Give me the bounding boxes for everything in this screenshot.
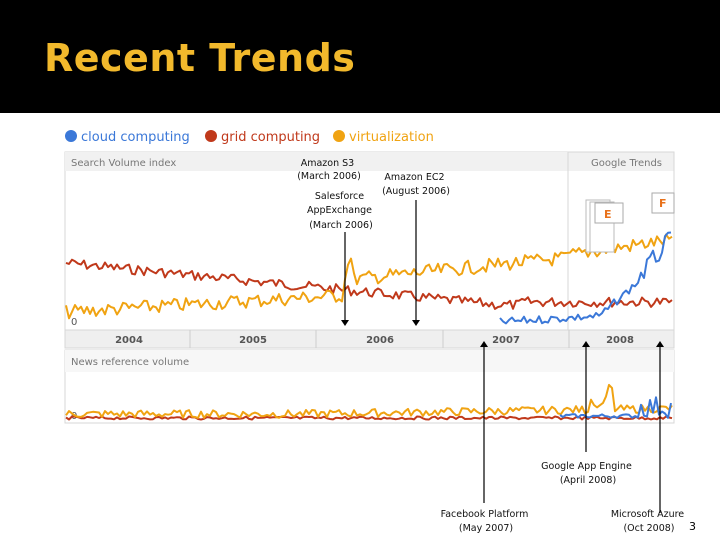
annotation-salesforce-line1: Salesforce: [315, 191, 364, 202]
x-tick-label-2006: 2006: [366, 335, 394, 346]
news-volume-label: News reference volume: [71, 357, 189, 368]
annotation-salesforce: Salesforce AppExchange (March 2006): [307, 191, 375, 231]
annotation-arrowheads: [341, 320, 664, 347]
grid-computing-news-line: [65, 415, 673, 421]
top-baseline-label: 0: [71, 317, 77, 328]
legend-label-virtualization: virtualization: [349, 130, 434, 145]
annotation-amazon-ec2-line2: (August 2006): [382, 186, 450, 197]
legend-marker-virtualization: [333, 130, 345, 142]
legend-marker-cloud: [65, 130, 77, 142]
annotation-microsoft-azure-line1: Microsoft Azure: [611, 509, 684, 520]
arrowhead-microsoft-azure: [656, 341, 664, 347]
annotation-amazon-ec2-line1: Amazon EC2: [384, 172, 444, 183]
search-volume-header: [65, 152, 674, 171]
x-tick-label-2008: 2008: [606, 335, 634, 346]
slide-number: 3: [689, 520, 696, 533]
title-bar: [0, 0, 720, 113]
annotation-amazon-s3: Amazon S3 (March 2006): [297, 158, 361, 182]
search-volume-label: Search Volume index: [71, 158, 176, 169]
cloud-computing-line: [499, 231, 672, 325]
news-volume-header: [65, 350, 674, 372]
grid-computing-line: [65, 258, 673, 310]
search-volume-panel: [64, 151, 675, 331]
legend: cloud computing grid computing virtualiz…: [65, 130, 434, 145]
annotation-google-app-engine-line1: Google App Engine: [541, 461, 632, 472]
arrowhead-amazon-ec2: [412, 320, 420, 326]
google-trends-label: Google Trends: [591, 158, 662, 169]
legend-marker-grid: [205, 130, 217, 142]
x-tick-label-2007: 2007: [492, 335, 520, 346]
annotation-facebook-platform-line2: (May 2007): [459, 523, 513, 534]
arrowhead-google-app-engine: [582, 341, 590, 347]
virtualization-news-line: [65, 383, 673, 419]
annotation-salesforce-line3: (March 2006): [309, 220, 373, 231]
legend-label-grid: grid computing: [221, 130, 320, 145]
news-marker-f-label: F: [659, 197, 667, 210]
annotation-salesforce-line2: AppExchange: [307, 205, 372, 216]
slide-title: Recent Trends: [44, 36, 356, 80]
annotation-microsoft-azure: Microsoft Azure (Oct 2008): [611, 509, 687, 534]
cloud-computing-news-line: [559, 396, 672, 419]
annotation-amazon-s3-line1: Amazon S3: [301, 158, 355, 169]
annotation-amazon-ec2: Amazon EC2 (August 2006): [382, 172, 450, 197]
legend-label-cloud: cloud computing: [81, 130, 190, 145]
series-lines: [65, 231, 673, 421]
virtualization-line: [65, 233, 673, 320]
year-axis-bar: [64, 329, 675, 349]
x-tick-label-2005: 2005: [239, 335, 267, 346]
x-tick-label-2004: 2004: [115, 335, 143, 346]
annotation-google-app-engine: Google App Engine (April 2008): [541, 461, 635, 486]
annotation-microsoft-azure-line2: (Oct 2008): [623, 523, 674, 534]
annotation-facebook-platform: Facebook Platform (May 2007): [441, 509, 532, 534]
news-marker-f: F: [651, 192, 675, 214]
annotation-amazon-s3-line2: (March 2006): [297, 171, 361, 182]
news-marker-e-label: E: [604, 208, 612, 221]
arrowhead-amazon-s3: [341, 320, 349, 326]
arrowhead-facebook-platform: [480, 341, 488, 347]
annotation-facebook-platform-line1: Facebook Platform: [441, 509, 529, 520]
news-marker-e: E: [585, 199, 624, 253]
x-axis-ticks: 2004 2005 2006 2007 2008: [115, 330, 634, 348]
annotation-lines: [344, 200, 661, 513]
annotation-google-app-engine-line2: (April 2008): [560, 475, 616, 486]
